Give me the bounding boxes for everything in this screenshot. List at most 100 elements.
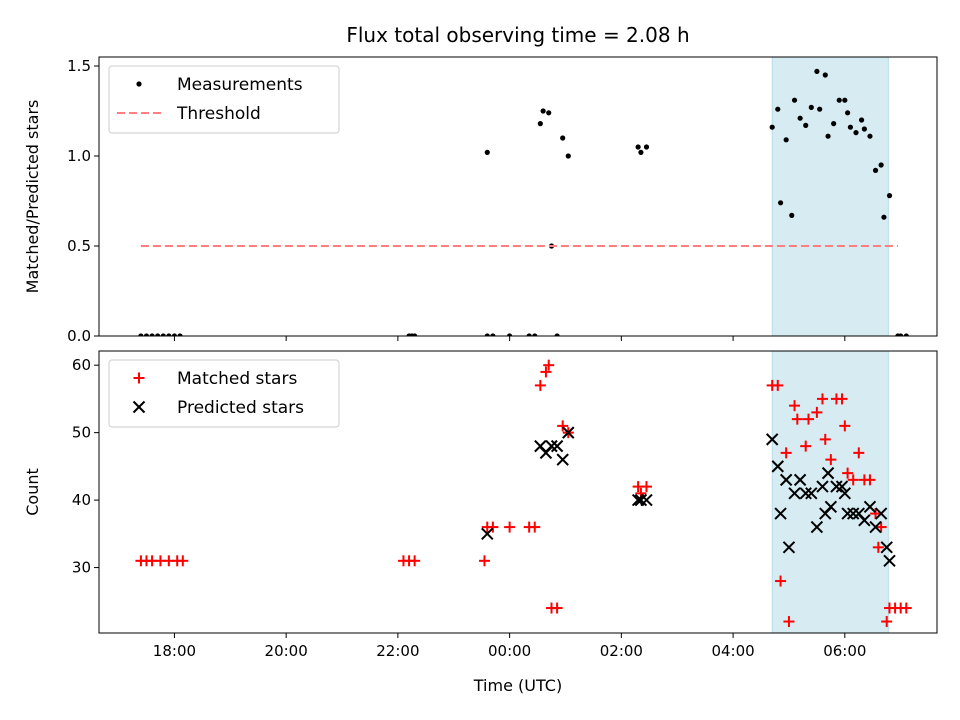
y-tick-label: 30 — [72, 559, 91, 577]
predicted-stars-point-4 — [550, 439, 564, 453]
matched-stars-point-15 — [529, 521, 541, 533]
legend-marker-measurements — [136, 81, 142, 87]
measurements-point-7 — [177, 333, 183, 336]
predicted-stars-point-16 — [793, 473, 807, 487]
predicted-stars-point-32 — [869, 520, 882, 534]
x-tick-label: 18:00 — [153, 642, 196, 660]
legend-label-predicted-stars: Predicted stars — [177, 398, 304, 418]
measurements-point-24 — [635, 144, 641, 150]
predicted-stars-point-5 — [556, 453, 569, 466]
legend-label-threshold: Threshold — [176, 104, 261, 124]
measurements-point-49 — [872, 167, 879, 173]
measurements-point-45 — [853, 130, 859, 136]
predicted-stars-point-32-b — [869, 520, 882, 534]
measurements-point-11 — [484, 149, 490, 155]
matched-stars-point-42 — [842, 467, 854, 479]
measurements-point-36 — [814, 68, 820, 74]
legend-swatch-b — [132, 400, 146, 414]
x-tick-label: 22:00 — [376, 642, 419, 660]
measurements-point-55 — [903, 333, 909, 336]
matched-stars-point-16 — [534, 379, 546, 391]
predicted-stars-point-6 — [562, 426, 575, 439]
matched-stars-point-50 — [881, 616, 893, 628]
y-axis-label: Matched/Predicted stars — [23, 100, 42, 294]
legend-label-matched-stars: Matched stars — [177, 369, 297, 389]
predicted-stars-point-27 — [841, 507, 854, 520]
matched-stars-point-46 — [864, 474, 876, 486]
predicted-stars-point-13 — [779, 473, 793, 487]
measurements-point-34 — [803, 122, 809, 128]
predicted-stars-point-15-b — [788, 487, 801, 500]
matched-stars-point-37 — [819, 433, 831, 445]
predicted-stars-point-23 — [824, 500, 838, 514]
predicted-stars-point-18 — [805, 487, 818, 500]
matched-stars-point-41 — [839, 420, 851, 432]
measurements-point-25 — [638, 149, 644, 155]
plot-area — [135, 359, 912, 628]
predicted-stars-point-22-b — [821, 466, 835, 480]
measurements-point-48 — [867, 133, 873, 139]
measurements-point-50 — [878, 162, 884, 168]
measurements-point-29 — [777, 200, 784, 206]
panel-ratio: 0.0 0.5 1.0 1.5 Matched/Predicted stars Mea… — [23, 56, 938, 345]
x-tick-label: 04:00 — [711, 642, 754, 660]
predicted-stars-point-18-b — [805, 487, 818, 500]
legend: Matched stars Predicted stars — [108, 359, 340, 428]
legend-label-measurements: Measurements — [177, 75, 303, 95]
y-tick-label: 1.0 — [67, 147, 91, 165]
legend-marker-predicted-stars — [132, 400, 146, 414]
predicted-stars-point-6-b — [562, 426, 575, 439]
predicted-stars-point-17 — [799, 487, 812, 500]
y-axis-label: Count — [23, 468, 42, 516]
matched-stars-point-30 — [783, 616, 795, 628]
x-tick-label: 06:00 — [823, 642, 866, 660]
measurements-point-35 — [808, 104, 814, 110]
y-tick-label: 40 — [72, 491, 91, 509]
predicted-stars-point-25-b — [835, 480, 849, 493]
x-tick-label: 02:00 — [600, 642, 643, 660]
axes-frame — [98, 56, 938, 337]
predicted-stars-point-23-b — [824, 500, 838, 514]
measurements-point-4 — [160, 333, 166, 336]
x-tick-label: 00:00 — [488, 642, 531, 660]
measurements-point-31 — [789, 212, 795, 218]
legend-box — [108, 65, 340, 134]
predicted-stars-point-24 — [830, 480, 843, 493]
predicted-stars-point-14 — [782, 541, 796, 554]
predicted-stars-point-8 — [634, 493, 648, 507]
x-axis — [173, 336, 846, 341]
measurements-point-51 — [881, 214, 887, 220]
measurements-point-33 — [797, 115, 803, 121]
measurements-point-30 — [783, 137, 789, 143]
matched-stars-point-18 — [543, 359, 555, 371]
predicted-stars-point-31-b — [863, 500, 877, 514]
matched-stars-point-10 — [478, 555, 490, 567]
y-tick-label: 0.5 — [67, 237, 91, 255]
predicted-stars-point-14-b — [782, 541, 796, 554]
predicted-stars-point-0 — [481, 527, 494, 541]
matched-stars-point-21 — [557, 420, 569, 432]
measurements-point-23 — [565, 153, 571, 159]
predicted-stars-point-29-b — [852, 507, 865, 520]
predicted-stars-point-20 — [816, 480, 829, 493]
matched-stars-point-20 — [551, 602, 563, 614]
measurements-point-6 — [171, 333, 178, 336]
measurements-point-38 — [822, 72, 828, 78]
highlight-band — [771, 56, 889, 337]
predicted-stars-point-13-b — [779, 473, 793, 487]
predicted-stars-point-30-b — [858, 514, 871, 527]
matched-stars-point-54 — [900, 602, 912, 614]
predicted-stars-point-3-b — [545, 439, 558, 453]
predicted-stars-point-24-b — [830, 480, 843, 493]
matched-stars-point-34 — [803, 413, 815, 425]
matched-stars-point-32 — [791, 413, 803, 425]
matched-stars-point-48 — [872, 541, 884, 553]
measurements-point-43 — [845, 110, 851, 116]
legend-swatch — [132, 400, 146, 414]
predicted-stars-point-28-b — [846, 507, 860, 520]
matched-stars-point-6 — [177, 555, 189, 567]
predicted-stars-point-26 — [838, 487, 852, 500]
y-tick-label: 50 — [72, 424, 91, 442]
legend-marker-matched-stars — [133, 372, 145, 384]
matched-stars-point-12 — [487, 521, 499, 533]
